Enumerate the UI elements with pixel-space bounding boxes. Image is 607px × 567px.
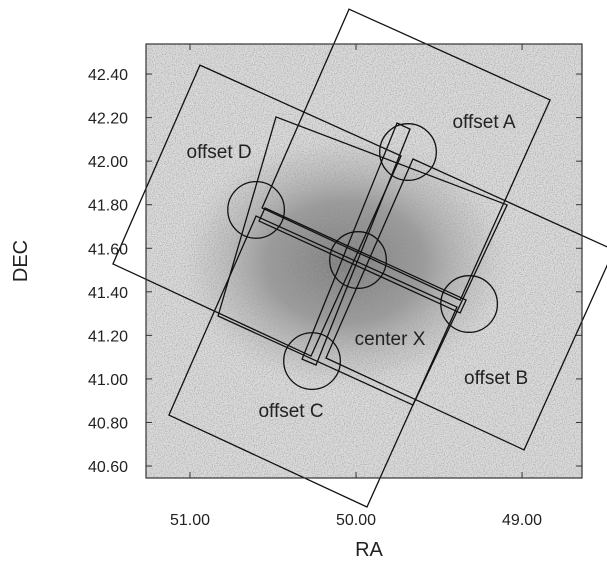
field-label: offset D	[187, 142, 252, 163]
field-label: center X	[355, 329, 426, 350]
x-tick-label: 50.00	[336, 512, 376, 529]
y-tick-label: 41.60	[88, 241, 128, 258]
sky-image	[146, 44, 582, 478]
y-tick-label: 42.40	[88, 67, 128, 84]
x-tick-label: 49.00	[502, 512, 542, 529]
y-tick-label: 42.00	[88, 154, 128, 171]
y-tick-label: 40.60	[88, 459, 128, 476]
y-tick-label: 42.20	[88, 111, 128, 128]
chart: RA DEC center X offset A offset B offset C o…	[0, 0, 607, 562]
y-tick-label: 41.80	[88, 198, 128, 215]
y-axis-label: DEC	[10, 240, 32, 282]
x-tick-label: 51.00	[170, 512, 210, 529]
field-label: offset B	[464, 368, 528, 389]
field-label: offset C	[258, 401, 323, 422]
x-axis-label: RA	[355, 539, 383, 561]
y-tick-label: 41.00	[88, 372, 128, 389]
y-tick-label: 41.20	[88, 328, 128, 345]
y-tick-label: 40.80	[88, 415, 128, 432]
y-tick-label: 41.40	[88, 285, 128, 302]
field-label: offset A	[452, 112, 515, 133]
